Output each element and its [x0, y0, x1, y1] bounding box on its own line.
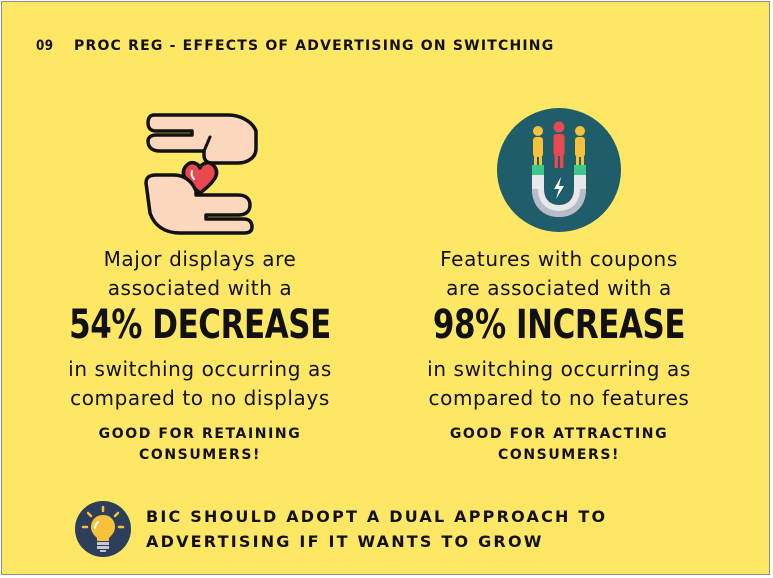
left-big-stat: 54% DECREASE: [69, 302, 331, 348]
left-lead-line-2: associated with a: [107, 276, 293, 300]
left-lead-line-1: Major displays are: [103, 247, 297, 271]
hands-heart-icon: [40, 107, 360, 237]
footer: BIC SHOULD ADOPT A DUAL APPROACH TO ADVE…: [74, 500, 666, 558]
page-number: 09: [36, 38, 54, 54]
right-big-stat: 98% INCREASE: [432, 302, 686, 348]
magnet-people-icon: [399, 107, 719, 233]
right-lead-line-1: Features with coupons: [440, 247, 678, 271]
right-detail-line-2: compared to no features: [428, 386, 690, 410]
lightbulb-icon: [74, 500, 132, 558]
right-detail-text: in switching occurring as compared to no…: [399, 355, 719, 413]
left-note: GOOD FOR RETAINING CONSUMERS!: [98, 426, 302, 463]
right-lead-line-2: are associated with a: [446, 276, 672, 300]
right-note: GOOD FOR ATTRACTING CONSUMERS!: [449, 426, 669, 463]
header: 09 PROC REG - EFFECTS OF ADVERTISING ON …: [36, 38, 554, 54]
left-detail-line-1: in switching occurring as: [68, 357, 332, 381]
left-detail-text: in switching occurring as compared to no…: [40, 355, 360, 413]
footer-text: BIC SHOULD ADOPT A DUAL APPROACH TO ADVE…: [146, 507, 608, 551]
right-detail-line-1: in switching occurring as: [427, 357, 691, 381]
left-lead-text: Major displays are associated with a: [40, 245, 360, 303]
page-title: PROC REG - EFFECTS OF ADVERTISING ON SWI…: [74, 38, 555, 54]
right-lead-text: Features with coupons are associated wit…: [399, 245, 719, 303]
left-detail-line-2: compared to no displays: [70, 386, 330, 410]
